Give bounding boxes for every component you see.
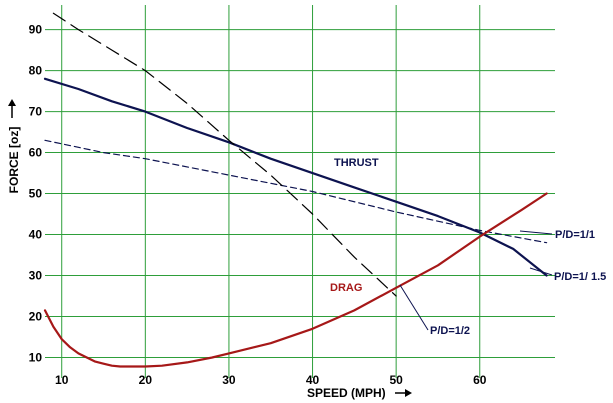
y-tick-label: 70 (29, 105, 43, 119)
grid (45, 5, 555, 378)
series-group (43, 12, 548, 368)
tick-labels: 10 20 30 40 50 60 10 20 30 40 50 60 70 80 90 (29, 23, 487, 387)
y-tick-label: 90 (29, 23, 43, 37)
pd-2-label: P/D=1/2 (430, 325, 470, 337)
thrust-label: THRUST (334, 157, 379, 169)
drag-label: DRAG (330, 282, 362, 294)
series-line-p-d-1-1 (44, 139, 548, 244)
y-tick-label: 20 (29, 310, 43, 324)
x-tick-label: 20 (139, 373, 153, 387)
pd-2-leader (399, 284, 429, 331)
y-axis-label: FORCE [oz] (7, 127, 21, 194)
pd-1-5-label: P/D=1/ 1.5 (554, 271, 606, 283)
y-axis-label-text: FORCE [oz] (7, 127, 21, 194)
y-tick-label: 50 (29, 187, 43, 201)
y-tick-label: 80 (29, 64, 43, 78)
y-tick-label: 40 (29, 228, 43, 242)
y-axis-arrow-icon (8, 99, 16, 118)
series-line-p-d-1-2 (52, 12, 397, 297)
pd-1-5-leader (529, 267, 553, 276)
x-tick-label: 60 (473, 373, 487, 387)
pd-1-leader (519, 230, 553, 235)
x-tick-label: 10 (55, 373, 69, 387)
x-tick-label: 50 (389, 373, 403, 387)
x-axis-label-text: SPEED (MPH) (307, 386, 386, 400)
series-line-p-d-1-1-5 (43, 77, 548, 277)
series-line-drag (43, 192, 548, 368)
leader-lines (399, 230, 553, 331)
x-axis-arrow-icon (395, 389, 412, 397)
x-tick-label: 30 (222, 373, 236, 387)
pd-1-label: P/D=1/1 (555, 229, 595, 241)
y-tick-label: 60 (29, 146, 43, 160)
y-tick-label: 10 (29, 351, 43, 365)
x-tick-label: 40 (306, 373, 320, 387)
y-tick-label: 30 (29, 269, 43, 283)
